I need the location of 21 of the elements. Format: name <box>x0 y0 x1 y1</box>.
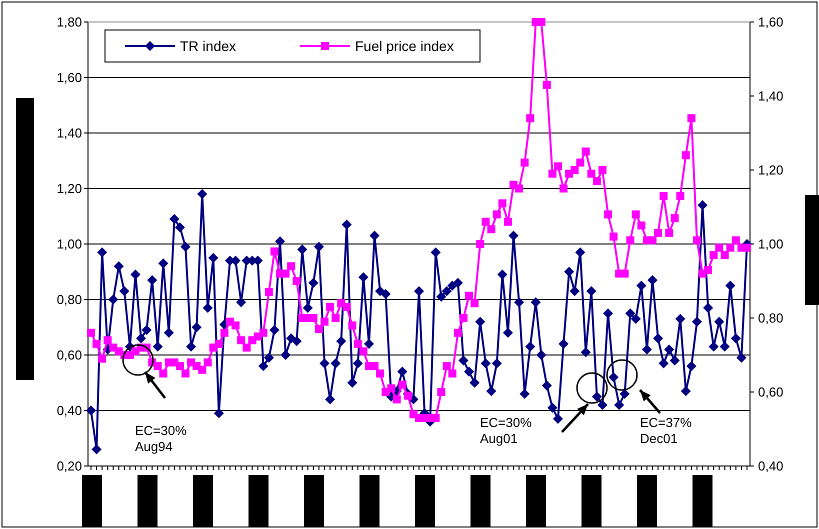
y-tick-label: 1,20 <box>56 181 82 196</box>
y2-tick-label: 1,20 <box>758 162 784 178</box>
y2-tick-label: 0,60 <box>758 384 784 400</box>
y-tick-label: 1,60 <box>56 70 82 86</box>
annotation: EC=37% Dec01 <box>640 415 692 446</box>
y-tick-label: 1,00 <box>56 236 82 252</box>
y2-tick-label: 0,80 <box>758 310 784 326</box>
y-tick-label: 0,40 <box>56 403 82 418</box>
y2-tick-label: 1,40 <box>758 88 784 104</box>
y-tick-label: 1,80 <box>56 14 82 30</box>
y2-tick-label: 0,40 <box>758 458 784 474</box>
y-tick-label: 0,80 <box>56 292 82 308</box>
y2-tick-label: 1,00 <box>758 236 784 252</box>
y-tick-label: 0,60 <box>56 348 82 363</box>
annotation: EC=30% Aug01 <box>480 415 532 446</box>
legend-label: TR index <box>180 38 236 54</box>
legend-label: Fuel price index <box>355 38 454 54</box>
y-tick-label: 0,20 <box>56 458 82 474</box>
y2-tick-label: 1,60 <box>758 14 784 30</box>
annotation: EC=30% Aug94 <box>135 423 188 454</box>
y-tick-label: 1,40 <box>56 126 82 141</box>
